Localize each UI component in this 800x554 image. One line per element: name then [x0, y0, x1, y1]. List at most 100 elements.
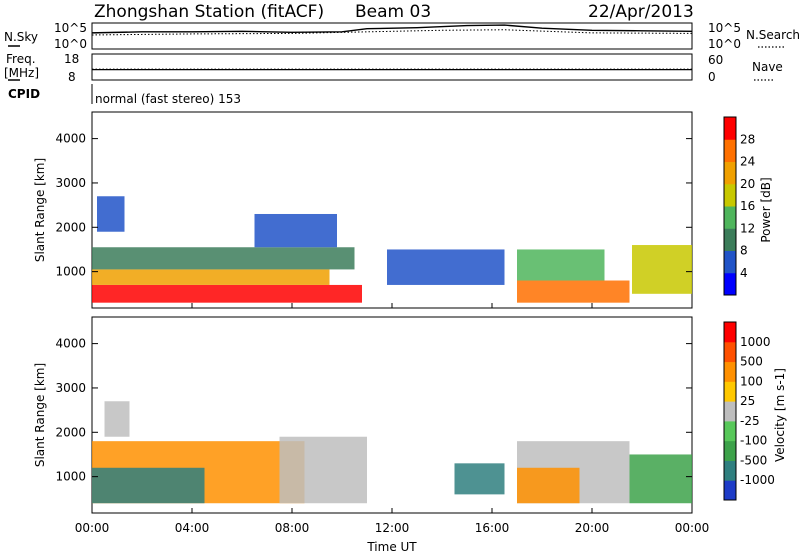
power-cell-4: [254, 213, 337, 248]
range-tick-label-3: 4000: [55, 337, 86, 351]
cpid-text: normal (fast stereo) 153: [95, 92, 241, 106]
velocity-ylabel: Slant Range [km]: [33, 363, 47, 467]
range-tick-label-0: 1000: [55, 470, 86, 484]
range-tick-label-0: 1000: [55, 265, 86, 279]
time-tick-label-1: 04:00: [175, 521, 210, 535]
power-range-ticks: 1000 2000 3000 4000: [55, 132, 692, 279]
colorbar-swatch-8: [724, 322, 736, 343]
power-colorbar-label: Power [dB]: [759, 177, 773, 242]
beam-title: Beam 03: [355, 2, 431, 22]
power-cell-5: [387, 249, 505, 285]
colorbar-swatch-4: [724, 401, 736, 422]
time-tick-label-3: 12:00: [375, 521, 410, 535]
colorbar-tick-label-4: -25: [740, 414, 760, 428]
nsearch-tick-bottom: 10^0: [708, 37, 741, 51]
colorbar-swatch-3: [724, 420, 736, 442]
nave-tick-top: 60: [708, 53, 723, 67]
colorbar-swatch-0: [724, 480, 736, 501]
colorbar-tick-label-6: -500: [740, 453, 767, 467]
time-tick-label-2: 08:00: [275, 521, 310, 535]
power-cell-3: [97, 196, 125, 232]
colorbar-swatch-1: [724, 250, 736, 274]
power-cell-8: [632, 245, 692, 294]
nsky-tick-bottom: 10^0: [54, 37, 87, 51]
power-cell-1: [92, 269, 330, 285]
nsky-series-line: [91, 24, 693, 34]
colorbar-tick-label-3: 16: [740, 199, 755, 213]
colorbar-swatch-2: [724, 440, 736, 461]
time-axis-label: Time UT: [366, 540, 417, 554]
range-tick-label-2: 3000: [55, 381, 86, 395]
power-panel: 1000 2000 3000 4000 Slant Range [km] 4 8 12 16…: [33, 111, 773, 309]
power-data-cells: [92, 196, 692, 303]
colorbar-swatch-7: [724, 117, 736, 140]
range-tick-label-3: 4000: [55, 132, 86, 146]
power-cell-7: [517, 249, 605, 281]
colorbar-swatch-3: [724, 206, 736, 229]
station-title: Zhongshan Station (fitACF): [94, 2, 324, 22]
time-tick-label-0: 00:00: [75, 521, 110, 535]
nsearch-label: N.Search: [746, 28, 800, 42]
colorbar-frame: [723, 321, 737, 501]
nsky-strip: N.Sky 10^5 10^0 10^5 10^0 N.Search: [4, 21, 800, 51]
colorbar-swatch-2: [724, 228, 736, 251]
colorbar-tick-label-0: 4: [740, 266, 748, 280]
freq-tick-top: 18: [64, 52, 79, 66]
freq-tick-bottom: 8: [68, 70, 76, 84]
colorbar-tick-label-1: 500: [740, 355, 763, 369]
colorbar-tick-label-5: 24: [740, 155, 755, 169]
date-title: 22/Apr/2013: [588, 2, 694, 22]
velocity-data-cells: [92, 401, 692, 504]
power-ylabel: Slant Range [km]: [33, 158, 47, 262]
velocity-cell-3: [279, 436, 367, 504]
power-cell-0: [92, 284, 362, 303]
freq-frame: [91, 53, 693, 81]
colorbar-tick-label-7: -1000: [740, 473, 775, 487]
freq-strip: Freq. [MHz] 18 8 60 0 Nave: [4, 52, 783, 84]
range-tick-label-1: 2000: [55, 425, 86, 439]
velocity-panel: 1000 2000 3000 4000 Slant Range [km] 1000 50…: [33, 316, 787, 514]
colorbar-swatch-0: [724, 272, 736, 296]
power-cell-2: [92, 247, 355, 270]
nsky-frame: [91, 22, 693, 50]
colorbar-swatch-7: [724, 341, 736, 363]
nsky-label: N.Sky: [4, 30, 38, 44]
colorbar-tick-label-3: 25: [740, 394, 755, 408]
colorbar-tick-label-5: -100: [740, 434, 767, 448]
velocity-colorbar: 1000 500 100 25 -25 -100 -500 -1000: [723, 321, 775, 501]
colorbar-swatch-6: [724, 361, 736, 382]
nsearch-tick-top: 10^5: [708, 21, 741, 35]
nsky-tick-top: 10^5: [54, 21, 87, 35]
colorbar-tick-label-1: 8: [740, 244, 748, 258]
colorbar-swatch-5: [724, 161, 736, 185]
power-cell-6: [517, 280, 630, 303]
colorbar-tick-label-6: 28: [740, 132, 755, 146]
nave-tick-bottom: 0: [708, 70, 716, 84]
velocity-cell-4: [454, 463, 505, 495]
velocity-cell-7: [629, 454, 692, 504]
colorbar-frame: [723, 116, 737, 296]
colorbar-tick-label-4: 20: [740, 177, 755, 191]
colorbar-tick-label-0: 1000: [740, 335, 771, 349]
range-tick-label-1: 2000: [55, 220, 86, 234]
velocity-range-ticks: 1000 2000 3000 4000: [55, 337, 692, 484]
time-axis-ticks: 00:00 04:00 08:00 12:00 16:00 20:00 00:00: [75, 303, 709, 535]
colorbar-swatch-1: [724, 460, 736, 481]
time-tick-label-5: 20:00: [575, 521, 610, 535]
nave-label: Nave: [752, 60, 783, 74]
cpid-label: CPID: [8, 87, 40, 101]
nsearch-series-line: [91, 29, 693, 36]
velocity-cell-2: [104, 401, 130, 437]
velocity-cell-6: [517, 467, 580, 504]
colorbar-tick-label-2: 100: [740, 374, 763, 388]
time-tick-label-4: 16:00: [475, 521, 510, 535]
colorbar-swatch-4: [724, 183, 736, 207]
velocity-colorbar-label: Velocity [m s-1]: [773, 368, 787, 462]
velocity-cell-1: [92, 467, 205, 504]
colorbar-swatch-5: [724, 381, 736, 402]
freq-unit-label: [MHz]: [4, 66, 39, 80]
colorbar-tick-label-2: 12: [740, 221, 755, 235]
power-colorbar: 4 8 12 16 20 24 28: [723, 116, 755, 296]
colorbar-swatch-6: [724, 139, 736, 162]
